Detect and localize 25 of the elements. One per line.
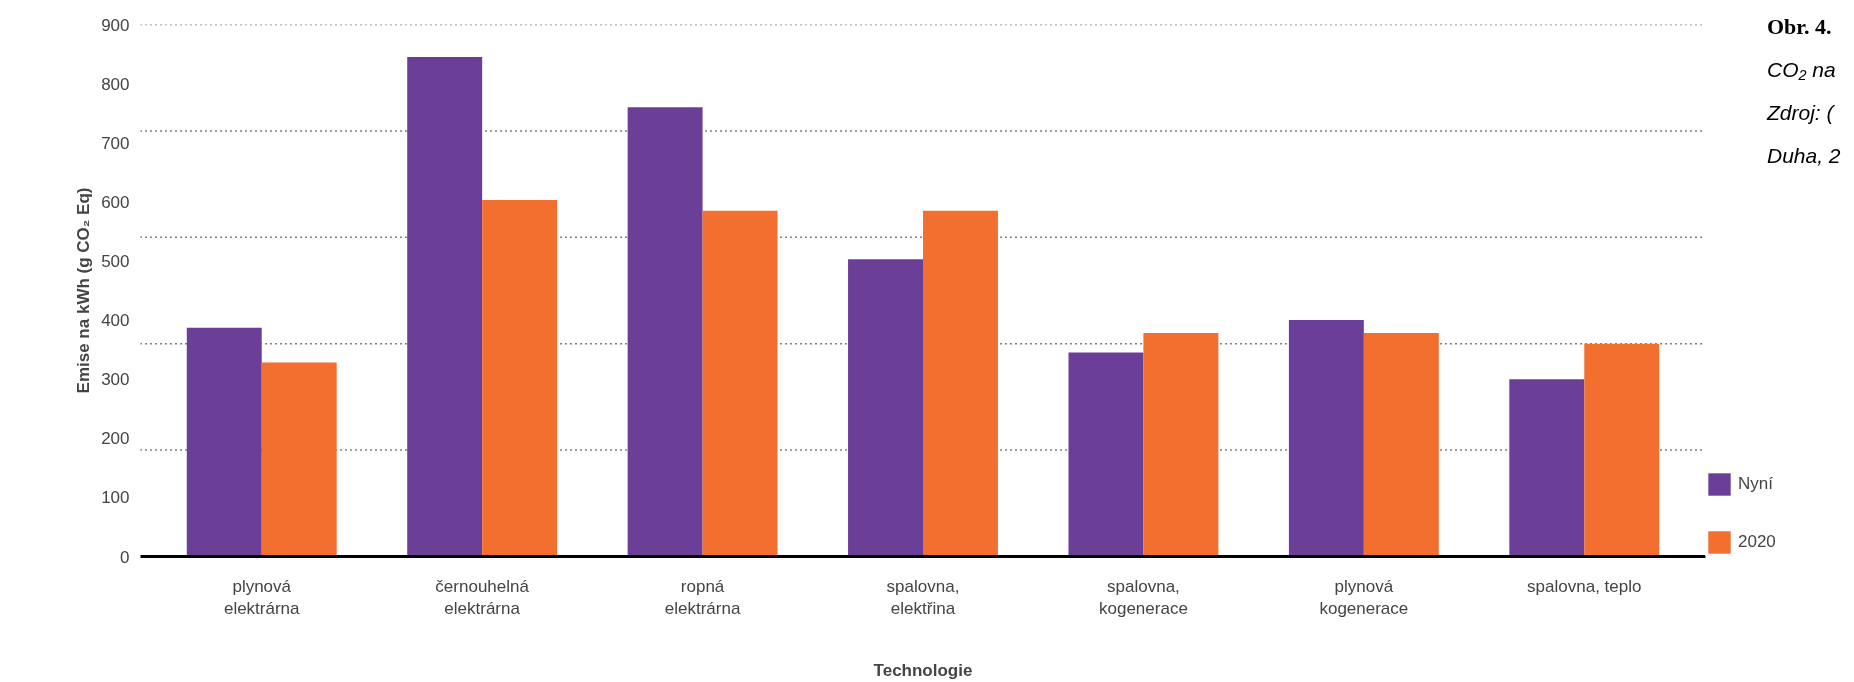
x-tick-label: spalovna, kogenerace <box>1099 576 1188 619</box>
legend-label: 2020 <box>1738 532 1776 552</box>
y-tick-label: 900 <box>101 15 130 35</box>
text: Zdroj: ( <box>1767 100 1836 126</box>
x-tick-label: plynová elektrárna <box>223 576 301 619</box>
x-tick-label: ropná elektrárna <box>664 576 741 619</box>
y-tick-label: 800 <box>101 74 130 94</box>
y-tick-label: 500 <box>101 251 130 271</box>
x-tick-label: černouhelná elektrárna <box>435 576 530 619</box>
text: Duha, 2 <box>1767 143 1841 169</box>
y-tick-label: 700 <box>101 133 130 153</box>
x-axis-title: Technologie <box>873 661 973 681</box>
y-tick-label: 600 <box>101 192 130 212</box>
y-tick-label: 100 <box>101 488 130 508</box>
text: CO₂ na <box>1767 57 1837 83</box>
y-axis-title: Emise na kWh (g CO₂ Eq) <box>74 187 94 394</box>
x-tick-label: plynová kogenerace <box>1319 576 1409 619</box>
x-tick-label: spalovna, elektřina <box>886 576 960 619</box>
y-tick-label: 300 <box>101 370 130 390</box>
text: Obr. 4. <box>1767 13 1833 41</box>
y-tick-label: 200 <box>101 429 130 449</box>
x-tick-label: spalovna, teplo <box>1527 576 1642 596</box>
y-tick-label: 0 <box>120 547 130 567</box>
y-tick-label: 400 <box>101 311 130 331</box>
legend-label: Nyní <box>1738 474 1773 494</box>
